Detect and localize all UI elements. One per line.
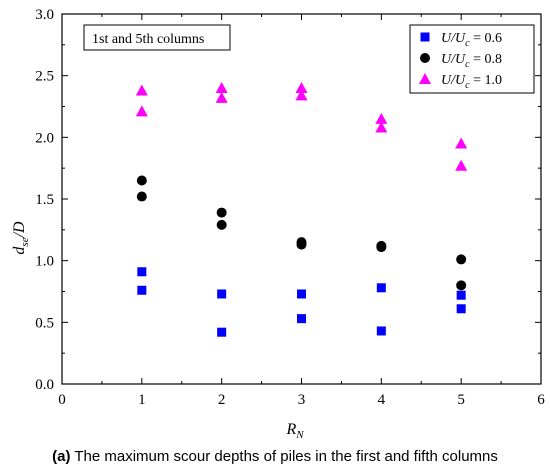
x-tick-label: 5 — [457, 392, 465, 408]
y-tick-label: 2.5 — [35, 69, 54, 85]
data-point-triangle — [295, 82, 308, 93]
data-point-triangle — [135, 105, 148, 117]
ticks-layer: 0 1 2 3 4 5 6 0.0 0.5 1.0 1.5 2.0 2.5 3.0 — [35, 7, 545, 408]
data-point-circle — [296, 239, 307, 250]
data-point-square — [376, 283, 386, 293]
figure-caption: (a) The maximum scour depths of piles in… — [0, 448, 550, 465]
legend-label: U/Uc = 0.6 — [441, 31, 502, 49]
plot-frame — [61, 13, 542, 385]
data-point-square — [297, 289, 306, 299]
legend: U/Uc = 0.6 U/Uc = 0.8 U/Uc = 1.0 — [409, 24, 535, 94]
data-point-triangle — [295, 89, 308, 101]
data-point-triangle — [375, 121, 388, 133]
caption-text: The maximum scour depths of piles in the… — [74, 448, 498, 465]
annotation-text: 1st and 5th columns — [92, 32, 204, 47]
x-axis-title: RN — [285, 421, 304, 441]
data-point-triangle — [135, 84, 148, 96]
y-tick-label: 0.5 — [35, 315, 54, 331]
y-tick-label: 1.5 — [35, 192, 54, 208]
x-tick-label: 6 — [537, 392, 545, 408]
data-point-triangle — [455, 137, 468, 149]
data-point-circle — [456, 254, 467, 265]
data-point-circle — [136, 191, 147, 202]
legend-marker-triangle — [419, 73, 431, 84]
data-point-square — [217, 327, 227, 337]
data-point-square — [456, 290, 466, 300]
x-tick-label: 1 — [138, 392, 146, 408]
x-tick-label: 4 — [378, 392, 386, 408]
scatter-chart: 0 1 2 3 4 5 6 0.0 0.5 1.0 1.5 2.0 2.5 3.0 1st and 5th… — [11, 7, 545, 441]
legend-marker-circle — [420, 53, 430, 63]
data-point-triangle — [455, 159, 468, 171]
y-axis-title: dse/D — [11, 221, 31, 255]
data-point-circle — [136, 175, 147, 186]
y-tick-label: 0.0 — [35, 377, 54, 393]
points-layer — [135, 82, 468, 337]
x-tick-label: 3 — [298, 392, 306, 408]
x-tick-label: 2 — [218, 392, 226, 408]
data-point-square — [137, 285, 147, 295]
y-tick-label: 1.0 — [35, 254, 54, 270]
data-point-circle — [456, 280, 467, 291]
data-point-circle — [216, 219, 227, 230]
caption-label: (a) — [52, 448, 71, 465]
data-point-circle — [376, 242, 387, 253]
data-point-square — [297, 314, 306, 324]
y-tick-label: 2.0 — [35, 130, 54, 146]
data-point-square — [456, 304, 466, 314]
data-point-circle — [216, 207, 227, 218]
annotation-box: 1st and 5th columns — [83, 24, 231, 51]
y-tick-label: 3.0 — [35, 7, 54, 23]
legend-marker-square — [420, 32, 430, 42]
data-point-square — [217, 289, 227, 299]
data-point-triangle — [215, 82, 228, 93]
data-point-triangle — [375, 112, 388, 124]
data-point-square — [137, 267, 147, 277]
data-point-square — [376, 326, 386, 336]
legend-label: U/Uc = 0.8 — [441, 52, 502, 70]
legend-label: U/Uc = 1.0 — [441, 73, 502, 91]
data-point-triangle — [215, 91, 228, 103]
x-tick-label: 0 — [58, 392, 66, 408]
